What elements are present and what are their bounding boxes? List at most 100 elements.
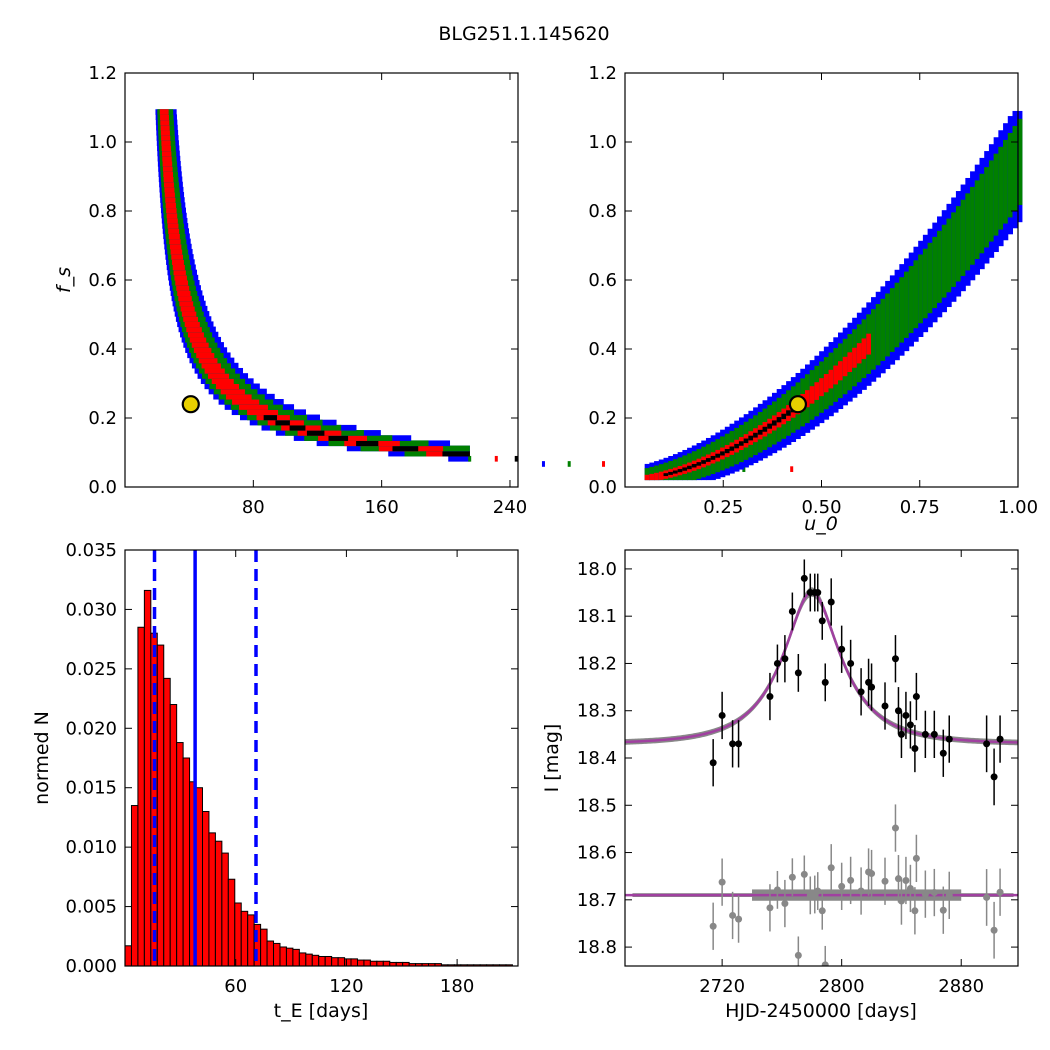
y-tick-label: 18.6 <box>577 843 617 864</box>
confidence-band-cell <box>941 224 947 298</box>
x-tick-label: 2720 <box>699 976 745 997</box>
confidence-band-cell <box>786 410 792 416</box>
confidence-band-cell <box>159 109 169 115</box>
residual-point <box>800 870 808 878</box>
confidence-band-cell <box>696 462 702 466</box>
confidence-band-cell <box>164 181 174 188</box>
residual-point <box>911 907 919 915</box>
confidence-band-cell <box>649 466 655 481</box>
histogram-bar <box>240 910 249 967</box>
confidence-band-cell <box>184 321 200 328</box>
histogram-bar <box>247 914 255 967</box>
histogram-bar <box>169 704 178 967</box>
y-tick-label: 0.030 <box>65 599 117 620</box>
data-point <box>881 702 889 710</box>
residual-point <box>894 875 902 883</box>
confidence-band-cell <box>161 140 171 146</box>
confidence-band-cell <box>208 373 230 379</box>
confidence-band-cell <box>160 124 170 131</box>
confidence-band-cell <box>672 470 679 474</box>
x-tick-label: 0.75 <box>900 497 940 518</box>
confidence-band-cell <box>663 473 669 477</box>
y-tick-label: 0.8 <box>88 201 117 222</box>
residual-point <box>821 961 829 966</box>
residual-point <box>983 893 991 901</box>
confidence-band-cell <box>894 282 900 348</box>
y-tick-label: 1.2 <box>588 63 617 84</box>
residual-point <box>766 904 774 912</box>
confidence-band-cell <box>163 171 174 177</box>
residual-point <box>857 887 865 895</box>
data-point <box>868 683 876 691</box>
confidence-band-cell <box>168 233 180 240</box>
confidence-band-cell <box>979 173 985 254</box>
data-point <box>729 740 737 748</box>
x-tick-label: 1.00 <box>998 497 1038 518</box>
data-point <box>945 735 953 743</box>
confidence-band-cell <box>847 352 853 373</box>
histogram-bar <box>201 810 210 967</box>
histogram-bar <box>221 852 229 967</box>
axis-ticks: 2720 2800 2880 18.0 18.1 18.2 18.3 18.4 18.5 18.6… <box>577 550 1018 997</box>
confidence-band-cell <box>180 305 195 312</box>
confidence-band-cell <box>668 471 674 475</box>
histogram-bar <box>124 945 132 967</box>
residual-point <box>996 888 1004 896</box>
confidence-band-cell <box>160 114 169 121</box>
confidence-band-cell <box>167 217 178 224</box>
confidence-band-cell <box>738 441 745 446</box>
confidence-band-cell <box>226 393 252 400</box>
confidence-band-cell <box>172 259 184 265</box>
residual-point <box>868 870 876 878</box>
confidence-band-cell <box>993 153 999 236</box>
confidence-band-cell <box>951 212 957 287</box>
confidence-band-cell <box>165 202 177 209</box>
histogram-bar <box>208 832 216 967</box>
confidence-band-cell <box>166 207 177 214</box>
confidence-band-cell <box>814 382 820 400</box>
histogram-bar <box>331 957 339 967</box>
confidence-band-cell <box>809 386 815 404</box>
x-axis-label: HJD-2450000 [days] <box>725 1000 917 1022</box>
confidence-band-cell <box>289 424 306 431</box>
confidence-band-cell <box>682 467 688 471</box>
y-tick-label: 1.0 <box>88 132 117 153</box>
histogram-bar <box>363 959 371 967</box>
confidence-band-cell <box>160 129 170 136</box>
histogram-bar <box>279 946 287 967</box>
confidence-band-cell <box>198 357 218 364</box>
residual-point <box>847 876 855 884</box>
confidence-band-cell <box>275 419 290 426</box>
axis-ticks: 80 160 240 0.0 0.2 0.4 0.6 0.8 1.0 1.2 <box>88 63 527 518</box>
histogram-bar <box>143 589 152 967</box>
confidence-band-cell <box>170 248 183 255</box>
confidence-band-cell <box>701 460 707 464</box>
confidence-band-cell <box>757 429 764 435</box>
data-point <box>818 617 826 625</box>
confidence-band-cell <box>691 463 698 468</box>
confidence-band-cell <box>729 446 735 451</box>
residual-point <box>781 900 789 908</box>
histogram-bar <box>266 940 275 967</box>
confidence-band-cell <box>998 146 1004 230</box>
heatmap-cells <box>155 109 794 472</box>
histogram-bar <box>305 953 313 967</box>
residual-point <box>827 864 835 872</box>
confidence-band-cell <box>567 461 571 467</box>
confidence-band-cell <box>899 277 905 343</box>
y-tick-label: 0.015 <box>65 778 117 799</box>
y-tick-label: 0.0 <box>588 477 617 498</box>
confidence-band-cell <box>819 378 825 397</box>
confidence-band-cell <box>247 409 279 416</box>
y-tick-label: 18.4 <box>577 748 617 769</box>
confidence-band-cell <box>913 260 919 329</box>
confidence-band-cell <box>753 432 759 438</box>
confidence-band-cell <box>328 435 349 441</box>
confidence-band-cell <box>842 356 848 377</box>
y-axis-label: f_s <box>53 267 75 293</box>
confidence-band-cell <box>176 285 190 291</box>
confidence-band-cell <box>514 455 518 462</box>
confidence-band-cell <box>196 352 215 359</box>
confidence-band-cell <box>776 417 782 423</box>
histogram-bar <box>356 959 365 967</box>
